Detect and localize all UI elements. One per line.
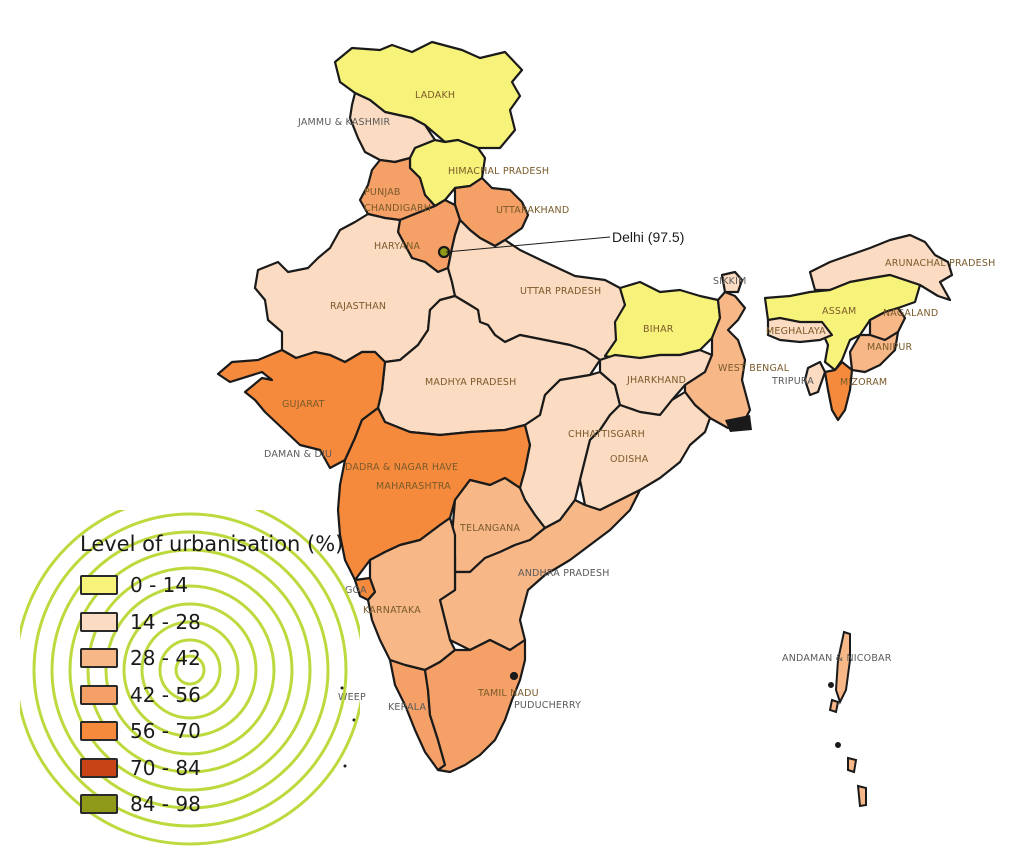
state-karnataka[interactable] <box>366 516 457 672</box>
legend-title: Level of urbanisation (%) <box>80 532 344 556</box>
state-sikkim[interactable] <box>720 270 744 294</box>
lakshadweep-islands[interactable] <box>340 686 356 768</box>
label-uttarakhand: UTTARAKHAND <box>496 205 569 216</box>
label-odisha: ODISHA <box>610 454 649 465</box>
label-nagaland: NAGALAND <box>883 308 938 319</box>
label-chandigarh: CHANDIGARH <box>364 203 431 214</box>
legend-swatch <box>80 611 118 632</box>
state-tripura[interactable] <box>803 360 827 397</box>
label-lakshadweep: WEEP <box>338 692 366 703</box>
state-meghalaya[interactable] <box>766 316 834 344</box>
legend-swatch <box>80 721 118 742</box>
label-andhra-pradesh: ANDHRA PRADESH <box>518 568 610 579</box>
label-gujarat: GUJARAT <box>282 399 325 410</box>
state-mizoram[interactable] <box>823 360 854 422</box>
legend-items: 0 - 14 14 - 28 28 - 42 42 - 56 56 - 70 7… <box>80 567 201 823</box>
label-rajasthan: RAJASTHAN <box>330 301 386 312</box>
legend-swatch <box>80 757 118 778</box>
label-jammu-kashmir: JAMMU & KASHMIR <box>297 117 390 128</box>
label-himachal-pradesh: HIMACHAL PRADESH <box>448 166 549 177</box>
label-bihar: BIHAR <box>643 324 674 335</box>
andaman-nicobar-islands[interactable] <box>828 630 867 808</box>
legend-swatch <box>80 575 118 596</box>
legend-item: 70 - 84 <box>80 750 201 787</box>
legend-swatch <box>80 648 118 669</box>
legend-item: 0 - 14 <box>80 567 201 604</box>
label-manipur: MANIPUR <box>867 342 912 353</box>
label-meghalaya: MEGHALAYA <box>766 326 826 337</box>
label-goa: GOA <box>345 585 367 596</box>
label-punjab: PUNJAB <box>364 187 401 198</box>
concentric-rings-decoration <box>20 510 360 846</box>
state-manipur[interactable] <box>848 330 900 374</box>
legend-item: 84 - 98 <box>80 786 201 823</box>
legend-item: 42 - 56 <box>80 677 201 714</box>
legend-label: 28 - 42 <box>130 646 201 671</box>
label-telangana: TELANGANA <box>459 523 520 534</box>
label-ladakh: LADAKH <box>415 90 455 101</box>
legend-item: 28 - 42 <box>80 640 201 677</box>
label-haryana: HARYANA <box>374 241 421 252</box>
legend-swatch <box>80 794 118 815</box>
label-maharashtra: MAHARASHTRA <box>376 481 451 492</box>
label-tamil-nadu: TAMIL NADU <box>477 688 539 699</box>
legend-label: 0 - 14 <box>130 573 189 598</box>
legend-label: 42 - 56 <box>130 682 201 707</box>
legend-swatch <box>80 684 118 705</box>
legend-item: 56 - 70 <box>80 713 201 750</box>
label-jharkhand: JHARKHAND <box>626 375 686 386</box>
legend: Level of urbanisation (%) 0 - 14 14 - 28… <box>20 510 360 850</box>
label-karnataka: KARNATAKA <box>363 605 421 616</box>
label-dadra-nagar-haveli: DADRA & NAGAR HAVE <box>345 462 458 473</box>
legend-label: 14 - 28 <box>130 609 201 634</box>
state-odisha[interactable] <box>578 390 712 512</box>
state-tamil-nadu[interactable] <box>423 638 527 774</box>
legend-label: 70 - 84 <box>130 755 201 780</box>
label-assam: ASSAM <box>822 306 856 317</box>
legend-label: 56 - 70 <box>130 719 201 744</box>
state-puducherry[interactable] <box>509 671 519 681</box>
state-bihar[interactable] <box>603 280 722 362</box>
sundarbans-detail <box>725 415 752 432</box>
label-sikkim: SIKKIM <box>713 276 747 287</box>
label-west-bengal: WEST BENGAL <box>718 363 790 374</box>
label-arunachal-pradesh: ARUNACHAL PRADESH <box>885 258 995 269</box>
legend-item: 14 - 28 <box>80 604 201 641</box>
delhi-callout-label: Delhi (97.5) <box>612 229 684 245</box>
label-uttar-pradesh: UTTAR PRADESH <box>520 286 601 297</box>
legend-label: 84 - 98 <box>130 792 201 817</box>
state-gujarat[interactable] <box>216 348 387 470</box>
delhi-callout-line <box>445 236 611 253</box>
label-kerala: KERALA <box>388 702 426 713</box>
label-tripura: TRIPURA <box>771 376 814 387</box>
label-daman-diu: DAMAN & DIU <box>264 449 332 460</box>
label-puducherry: PUDUCHERRY <box>514 700 581 711</box>
label-madhya-pradesh: MADHYA PRADESH <box>425 377 516 388</box>
label-mizoram: MIZORAM <box>840 377 887 388</box>
label-andaman-nicobar: ANDAMAN & NICOBAR <box>782 653 892 664</box>
label-chhattisgarh: CHHATTISGARH <box>568 429 645 440</box>
